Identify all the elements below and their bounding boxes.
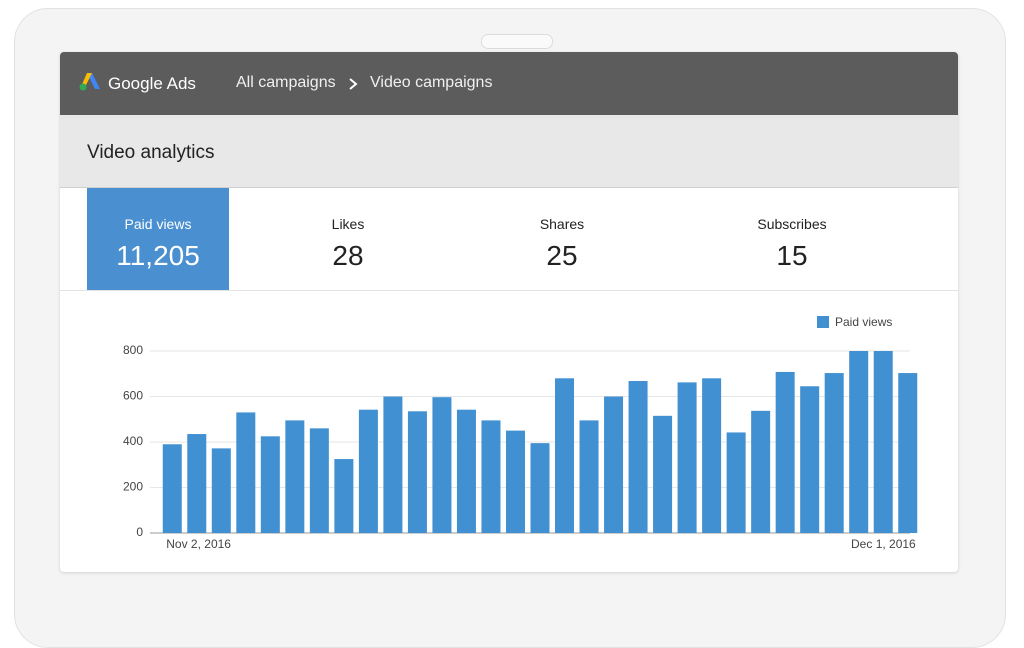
bar — [579, 420, 599, 533]
breadcrumb[interactable]: All campaigns — [236, 74, 336, 91]
stat-tab[interactable]: Paid views 11,205 — [87, 188, 229, 290]
bar — [775, 371, 795, 533]
y-tick-label: 800 — [123, 343, 143, 357]
bar — [653, 415, 673, 533]
bar — [505, 430, 525, 533]
stat-tab[interactable]: Subscribes 15 — [721, 188, 863, 290]
bar — [383, 396, 403, 533]
stat-tab[interactable]: Likes 28 — [277, 188, 419, 290]
bar — [800, 386, 820, 533]
bar — [702, 378, 722, 533]
bar — [407, 411, 427, 533]
bar — [555, 378, 575, 533]
bar — [726, 432, 746, 533]
bar — [873, 351, 893, 533]
x-tick-label: Nov 2, 2016 — [166, 537, 231, 551]
bar — [604, 396, 624, 533]
y-tick-label: 0 — [136, 525, 143, 539]
x-tick-label: Dec 1, 2016 — [851, 537, 916, 551]
bar — [211, 448, 231, 533]
section-title: Video analytics — [87, 142, 215, 163]
bar — [898, 373, 918, 533]
stat-value: 11,205 — [116, 240, 200, 271]
breadcrumb[interactable]: Video campaigns — [370, 74, 493, 91]
bar — [162, 444, 182, 533]
bar — [236, 412, 256, 533]
bar — [187, 434, 207, 533]
bar — [751, 410, 771, 533]
top-bar: Google Ads All campaigns Video campaigns — [60, 52, 958, 115]
page: Google Ads All campaigns Video campaigns… — [14, 8, 1006, 648]
chevron — [349, 78, 358, 90]
bar — [334, 459, 354, 533]
stat-label: Subscribes — [757, 216, 827, 232]
stat-label: Likes — [331, 216, 365, 232]
bar — [530, 443, 550, 533]
brand[interactable]: Google Ads — [108, 74, 196, 93]
screen: Google Ads All campaigns Video campaigns… — [60, 52, 958, 572]
legend-swatch — [817, 316, 829, 328]
logo — [79, 73, 100, 91]
stat-label: Paid views — [124, 216, 192, 232]
stat-tab[interactable]: Shares 25 — [491, 188, 633, 290]
divider — [60, 290, 958, 291]
y-tick-label: 400 — [123, 434, 143, 448]
bar — [456, 409, 476, 533]
bar — [849, 351, 869, 533]
y-tick-label: 600 — [123, 389, 143, 403]
bar — [824, 373, 844, 533]
bar — [260, 436, 280, 533]
bar — [628, 381, 648, 533]
bar — [285, 420, 305, 533]
legend-label: Paid views — [835, 315, 892, 329]
stat-value: 28 — [332, 240, 364, 271]
stat-label: Shares — [539, 216, 585, 232]
bar — [481, 420, 501, 533]
stat-value: 15 — [776, 240, 808, 271]
bar — [358, 409, 378, 533]
bar — [677, 382, 697, 533]
y-tick-label: 200 — [123, 480, 143, 494]
stat-value: 25 — [546, 240, 578, 271]
section-header: Video analytics — [60, 115, 958, 188]
chart: 0 200 400 600 800 Paid views Nov 2, 2016 Dec 1,… — [123, 315, 918, 551]
bar — [309, 428, 329, 533]
bar — [432, 397, 452, 533]
speaker — [481, 34, 553, 49]
